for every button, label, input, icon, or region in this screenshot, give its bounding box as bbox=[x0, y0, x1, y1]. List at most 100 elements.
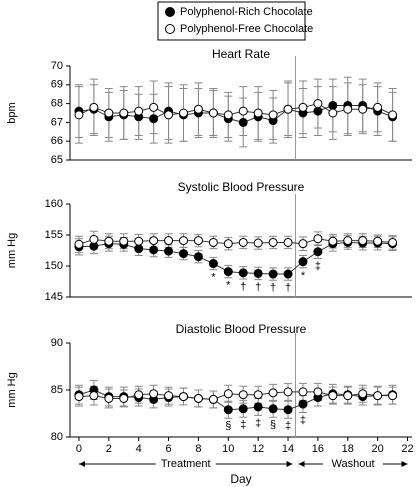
data-point bbox=[238, 390, 248, 400]
data-point bbox=[328, 100, 338, 110]
data-point bbox=[119, 393, 129, 403]
data-point bbox=[134, 244, 144, 254]
significance-marker: ‡ bbox=[255, 417, 261, 429]
data-point bbox=[283, 104, 293, 114]
data-point bbox=[223, 405, 233, 415]
data-point bbox=[283, 269, 293, 279]
legend-label: Polyphenol-Free Chocolate bbox=[180, 23, 313, 35]
y-tick-label: 85 bbox=[51, 384, 63, 396]
data-point bbox=[328, 108, 338, 118]
data-point bbox=[164, 246, 174, 256]
data-point bbox=[238, 268, 248, 278]
legend-marker bbox=[165, 7, 175, 17]
data-point bbox=[268, 404, 278, 414]
y-tick-label: 145 bbox=[45, 291, 63, 303]
x-tick-label: 16 bbox=[312, 443, 324, 455]
data-point bbox=[298, 399, 308, 409]
panel-title: Heart Rate bbox=[212, 47, 270, 61]
data-point bbox=[238, 117, 248, 127]
data-point bbox=[253, 402, 263, 412]
data-point bbox=[74, 392, 84, 402]
y-tick-label: 68 bbox=[51, 98, 63, 110]
data-point bbox=[313, 247, 323, 257]
y-tick-label: 67 bbox=[51, 116, 63, 128]
data-point bbox=[253, 390, 263, 400]
data-point bbox=[164, 391, 174, 401]
series-line bbox=[78, 241, 393, 275]
data-point bbox=[149, 114, 159, 124]
x-tick-label: 8 bbox=[195, 443, 201, 455]
data-point bbox=[134, 390, 144, 400]
data-point bbox=[343, 104, 353, 114]
data-point bbox=[104, 393, 114, 403]
data-point bbox=[268, 237, 278, 247]
significance-marker: † bbox=[270, 282, 276, 294]
legend-box bbox=[157, 1, 306, 41]
data-point bbox=[164, 236, 174, 246]
y-tick-label: 150 bbox=[45, 260, 63, 272]
data-point bbox=[328, 391, 338, 401]
data-point bbox=[388, 110, 398, 120]
phase-label-bg bbox=[323, 457, 384, 471]
phase-label-bg bbox=[155, 457, 216, 471]
significance-marker: ‡ bbox=[285, 420, 291, 432]
data-point bbox=[223, 267, 233, 277]
data-point bbox=[74, 110, 84, 120]
data-point bbox=[253, 108, 263, 118]
data-point bbox=[283, 387, 293, 397]
significance-marker: † bbox=[255, 282, 261, 294]
data-point bbox=[193, 236, 203, 246]
series-line bbox=[78, 104, 393, 123]
data-point bbox=[208, 237, 218, 247]
panel-title: Systolic Blood Pressure bbox=[178, 180, 305, 194]
significance-marker: § bbox=[270, 419, 276, 431]
y-tick-label: 70 bbox=[51, 60, 63, 72]
data-point bbox=[104, 236, 114, 246]
data-point bbox=[238, 404, 248, 414]
data-point bbox=[149, 236, 159, 246]
x-tick-label: 14 bbox=[282, 443, 294, 455]
y-tick-label: 90 bbox=[51, 337, 63, 349]
data-point bbox=[193, 252, 203, 262]
data-point bbox=[283, 405, 293, 415]
data-point bbox=[119, 108, 129, 118]
data-point bbox=[179, 249, 189, 259]
data-point bbox=[298, 102, 308, 112]
data-point bbox=[298, 239, 308, 249]
significance-marker: ‡ bbox=[240, 419, 246, 431]
data-point bbox=[74, 239, 84, 249]
significance-marker: § bbox=[225, 420, 231, 432]
data-point bbox=[358, 389, 368, 399]
data-point bbox=[193, 393, 203, 403]
data-point bbox=[298, 257, 308, 267]
series-line bbox=[78, 391, 393, 400]
data-point bbox=[179, 392, 189, 402]
data-point bbox=[313, 106, 323, 116]
data-point bbox=[119, 236, 129, 246]
data-point bbox=[89, 234, 99, 244]
phase-label: Washout bbox=[332, 458, 375, 470]
data-point bbox=[373, 391, 383, 401]
data-point bbox=[358, 104, 368, 114]
y-tick-label: 160 bbox=[45, 198, 63, 210]
data-point bbox=[253, 238, 263, 248]
data-point bbox=[149, 102, 159, 112]
data-point bbox=[149, 245, 159, 255]
data-point bbox=[223, 389, 233, 399]
data-point bbox=[89, 391, 99, 401]
data-point bbox=[313, 387, 323, 397]
series-line bbox=[78, 103, 393, 116]
y-axis-label: bpm bbox=[6, 102, 18, 123]
significance-marker: * bbox=[211, 272, 216, 284]
x-axis-label: Day bbox=[230, 472, 251, 486]
data-point bbox=[134, 236, 144, 246]
data-point bbox=[208, 394, 218, 404]
data-point bbox=[179, 236, 189, 246]
significance-marker: † bbox=[285, 282, 291, 294]
y-tick-label: 66 bbox=[51, 135, 63, 147]
data-point bbox=[89, 102, 99, 112]
data-point bbox=[283, 237, 293, 247]
y-tick-label: 69 bbox=[51, 79, 63, 91]
data-point bbox=[298, 387, 308, 397]
